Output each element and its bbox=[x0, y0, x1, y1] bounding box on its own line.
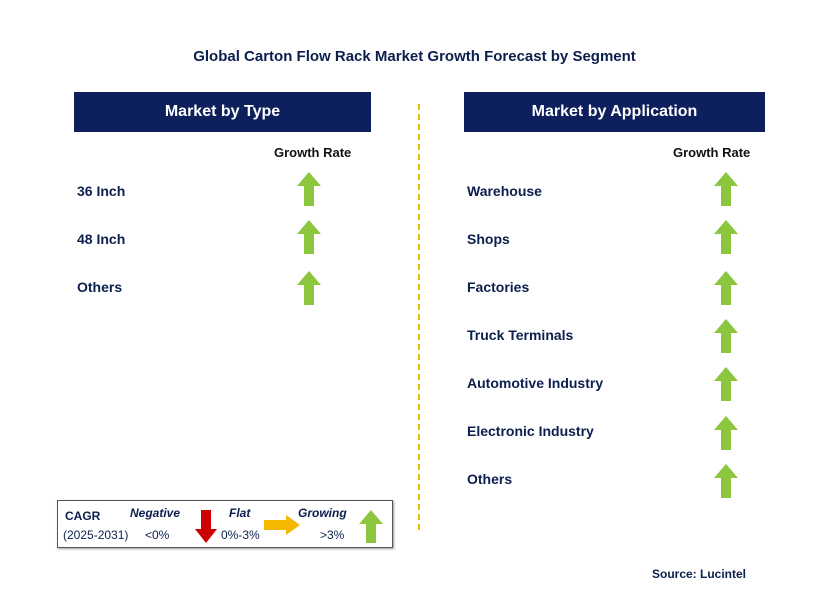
growing-arrow-icon bbox=[714, 416, 738, 450]
type-item-label: 48 Inch bbox=[77, 231, 126, 247]
flat-arrow-icon bbox=[264, 515, 300, 535]
negative-arrow-icon bbox=[195, 510, 217, 543]
growing-arrow-icon bbox=[359, 510, 383, 543]
type-growth-rate-label: Growth Rate bbox=[274, 145, 352, 160]
growing-arrow-icon bbox=[297, 271, 321, 305]
legend-negative-label: Negative bbox=[130, 506, 181, 520]
growing-arrow-icon bbox=[714, 367, 738, 401]
application-growth-rate-label: Growth Rate bbox=[673, 145, 751, 160]
page-title: Global Carton Flow Rack Market Growth Fo… bbox=[193, 48, 636, 65]
growing-arrow-icon bbox=[297, 220, 321, 254]
type-item-label: 36 Inch bbox=[77, 183, 126, 199]
growing-arrow-icon bbox=[714, 464, 738, 498]
legend-growing-range: >3% bbox=[320, 528, 345, 542]
application-item-label: Electronic Industry bbox=[467, 423, 594, 439]
type-item-label: Others bbox=[77, 279, 123, 295]
application-item-label: Warehouse bbox=[467, 183, 542, 199]
growing-arrow-icon bbox=[297, 172, 321, 206]
application-item-label: Truck Terminals bbox=[467, 327, 574, 343]
legend-negative-range: <0% bbox=[145, 528, 170, 542]
panel-divider bbox=[418, 104, 420, 530]
application-item-label: Others bbox=[467, 471, 513, 487]
legend-flat-range: 0%-3% bbox=[221, 528, 260, 542]
application-item-label: Shops bbox=[467, 231, 510, 247]
application-item-label: Automotive Industry bbox=[467, 375, 604, 391]
application-item-label: Factories bbox=[467, 279, 530, 295]
legend-flat-label: Flat bbox=[229, 506, 251, 520]
cagr-legend: CAGR (2025-2031) Negative <0% Flat 0%-3%… bbox=[57, 500, 393, 548]
legend-cagr-label: CAGR bbox=[65, 509, 101, 523]
growing-arrow-icon bbox=[714, 172, 738, 206]
type-panel-header: Market by Type bbox=[74, 92, 371, 132]
growing-arrow-icon bbox=[714, 271, 738, 305]
legend-period: (2025-2031) bbox=[63, 528, 129, 542]
application-panel-header: Market by Application bbox=[464, 92, 765, 132]
growing-arrow-icon bbox=[714, 220, 738, 254]
legend-growing-label: Growing bbox=[298, 506, 347, 520]
source-label: Source: Lucintel bbox=[652, 567, 747, 581]
growing-arrow-icon bbox=[714, 319, 738, 353]
